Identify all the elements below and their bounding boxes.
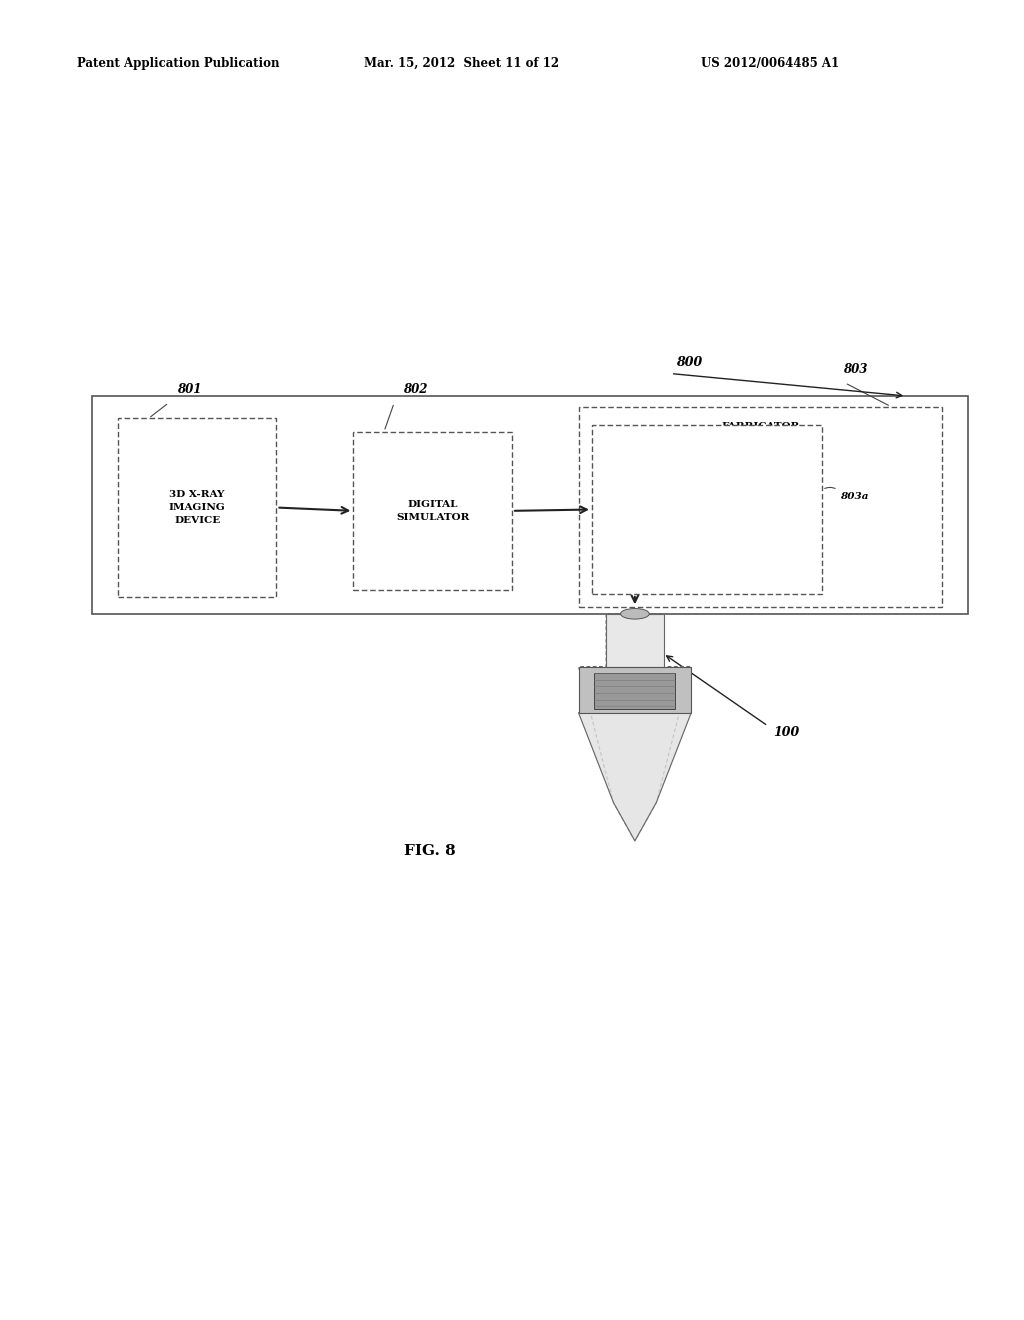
Ellipse shape	[621, 609, 649, 619]
FancyBboxPatch shape	[353, 432, 512, 590]
Polygon shape	[579, 713, 691, 841]
FancyBboxPatch shape	[594, 673, 676, 709]
Text: 800: 800	[676, 356, 702, 370]
Text: DIGITAL
SIMULATOR: DIGITAL SIMULATOR	[396, 500, 469, 521]
Text: Mar. 15, 2012  Sheet 11 of 12: Mar. 15, 2012 Sheet 11 of 12	[364, 57, 559, 70]
FancyBboxPatch shape	[579, 667, 691, 713]
Text: FIG. 8: FIG. 8	[404, 845, 456, 858]
Text: 802: 802	[402, 383, 427, 396]
Text: 803a: 803a	[840, 492, 868, 500]
FancyBboxPatch shape	[606, 614, 664, 667]
Text: MILLING
MACHINE: MILLING MACHINE	[677, 499, 737, 520]
Text: US 2012/0064485 A1: US 2012/0064485 A1	[701, 57, 840, 70]
Text: 801: 801	[177, 383, 202, 396]
Text: FABRICATOR: FABRICATOR	[721, 422, 800, 432]
FancyBboxPatch shape	[592, 425, 822, 594]
Text: 3D X-RAY
IMAGING
DEVICE: 3D X-RAY IMAGING DEVICE	[169, 490, 225, 525]
Text: 803: 803	[843, 363, 867, 376]
FancyBboxPatch shape	[118, 418, 276, 597]
Text: 100: 100	[773, 726, 800, 739]
Text: Patent Application Publication: Patent Application Publication	[77, 57, 280, 70]
